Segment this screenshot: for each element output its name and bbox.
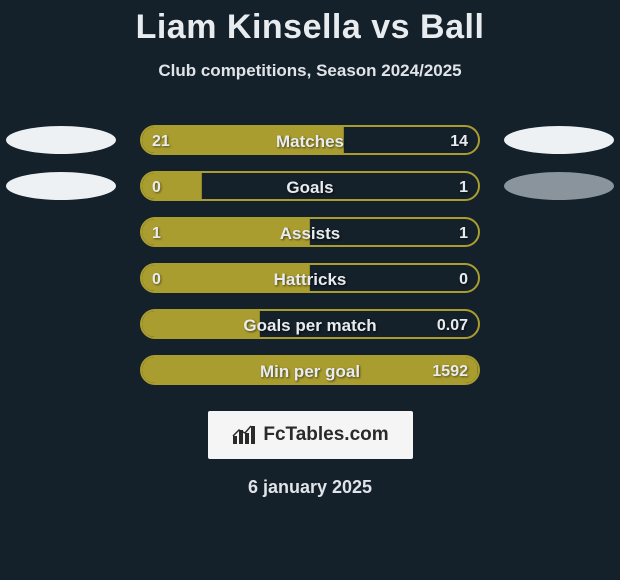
player2-name: Ball [420,8,484,46]
stat-row: 2114Matches [0,117,620,163]
stat-row: 01Goals [0,163,620,209]
logo-text: FcTables.com [263,424,388,446]
stat-label: Hattricks [142,265,478,293]
vs-label: vs [371,8,410,46]
stat-label: Assists [142,219,478,247]
subtitle: Club competitions, Season 2024/2025 [0,61,620,81]
page-title: Liam Kinsella vs Ball [0,0,620,47]
date-label: 6 january 2025 [0,477,620,498]
stats-rows: 2114Matches 01Goals 11Assists 00Hattricks 0.… [0,117,620,393]
stat-bar: 11Assists [140,217,480,247]
player2-ellipse [504,126,614,154]
stat-row: 0.07Goals per match [0,301,620,347]
stat-row: 1592Min per goal [0,347,620,393]
stat-row: 11Assists [0,209,620,255]
stat-bar: 2114Matches [140,125,480,155]
stat-label: Matches [142,127,478,155]
stat-bar: 01Goals [140,171,480,201]
player1-name: Liam Kinsella [136,8,362,46]
bar-chart-icon [231,424,257,446]
stat-label: Goals per match [142,311,478,339]
player1-ellipse [6,126,116,154]
stat-bar: 1592Min per goal [140,355,480,385]
stat-bar: 0.07Goals per match [140,309,480,339]
player1-ellipse [6,172,116,200]
stat-bar: 00Hattricks [140,263,480,293]
stat-row: 00Hattricks [0,255,620,301]
stat-label: Goals [142,173,478,201]
stat-label: Min per goal [142,357,478,385]
logo-box: FcTables.com [208,411,413,459]
player2-ellipse [504,172,614,200]
